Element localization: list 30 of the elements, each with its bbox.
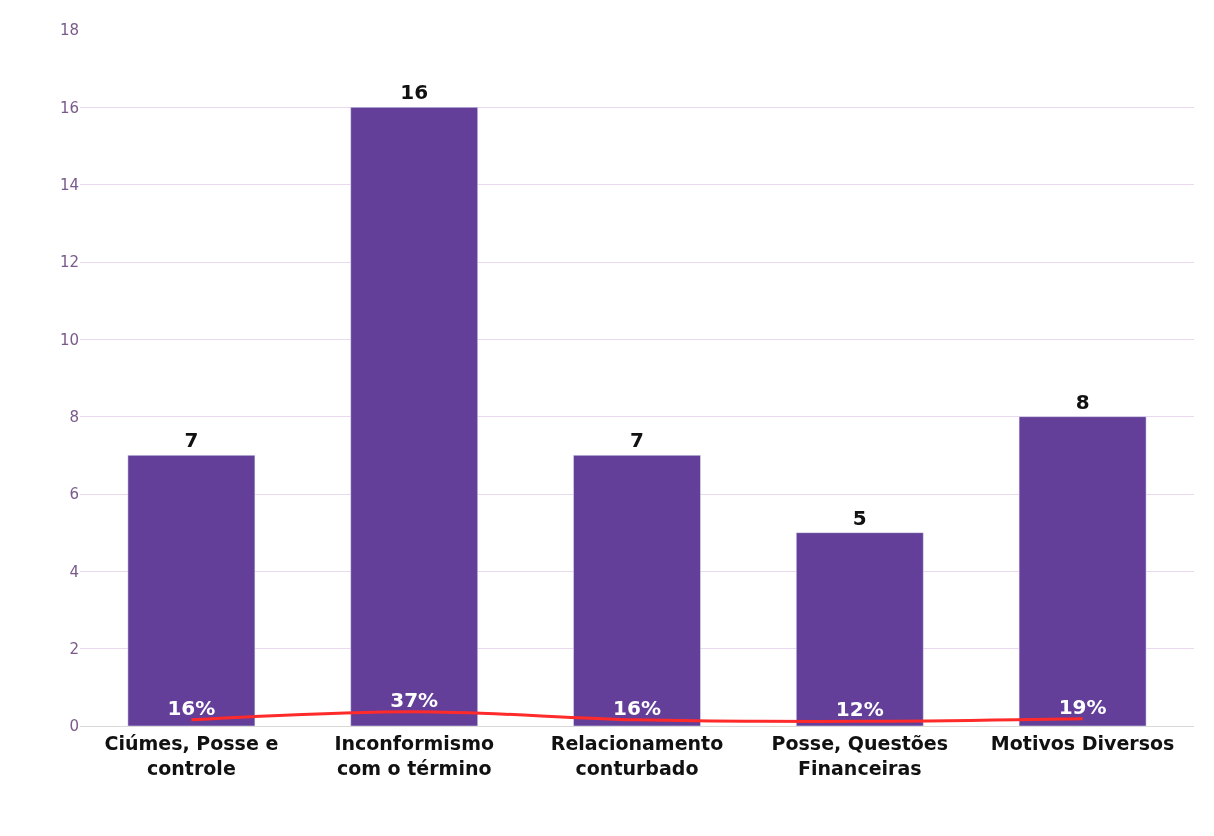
y-tick-label: 8 — [69, 407, 79, 426]
bar — [350, 107, 478, 726]
data-label: 16 — [400, 80, 429, 105]
bar — [1018, 416, 1147, 726]
y-tick-label: 16 — [59, 98, 79, 117]
data-label: 5 — [852, 505, 867, 530]
y-tick-label: 2 — [69, 639, 79, 658]
data-label: 37% — [390, 687, 439, 712]
data-label: 7 — [630, 428, 644, 453]
y-tick-label: 10 — [59, 330, 79, 349]
data-label: 12% — [835, 697, 884, 722]
y-tick-label: 14 — [59, 175, 79, 194]
y-tick-label: 18 — [59, 21, 79, 40]
data-label: 16% — [613, 695, 661, 720]
x-tick-label: Ciúmes, Posse e controle — [104, 731, 279, 779]
y-tick-label: 0 — [69, 717, 79, 736]
data-label: 7 — [184, 428, 199, 453]
y-tick-label: 4 — [69, 562, 79, 581]
data-label: 8 — [1075, 389, 1090, 414]
x-tick-label: Relacionamento conturbado — [550, 731, 724, 779]
bar — [573, 455, 701, 726]
x-tick-label: Motivos Diversos — [990, 731, 1175, 754]
data-label: 16% — [167, 695, 216, 720]
y-tick-label: 12 — [59, 253, 79, 272]
y-tick-label: 6 — [69, 485, 79, 504]
x-tick-label: Posse, Questões Financeiras — [771, 731, 949, 779]
bar — [127, 455, 256, 726]
data-label: 19% — [1058, 694, 1107, 719]
bar — [796, 532, 924, 726]
x-tick-label: Inconformismo com o término — [334, 731, 494, 779]
